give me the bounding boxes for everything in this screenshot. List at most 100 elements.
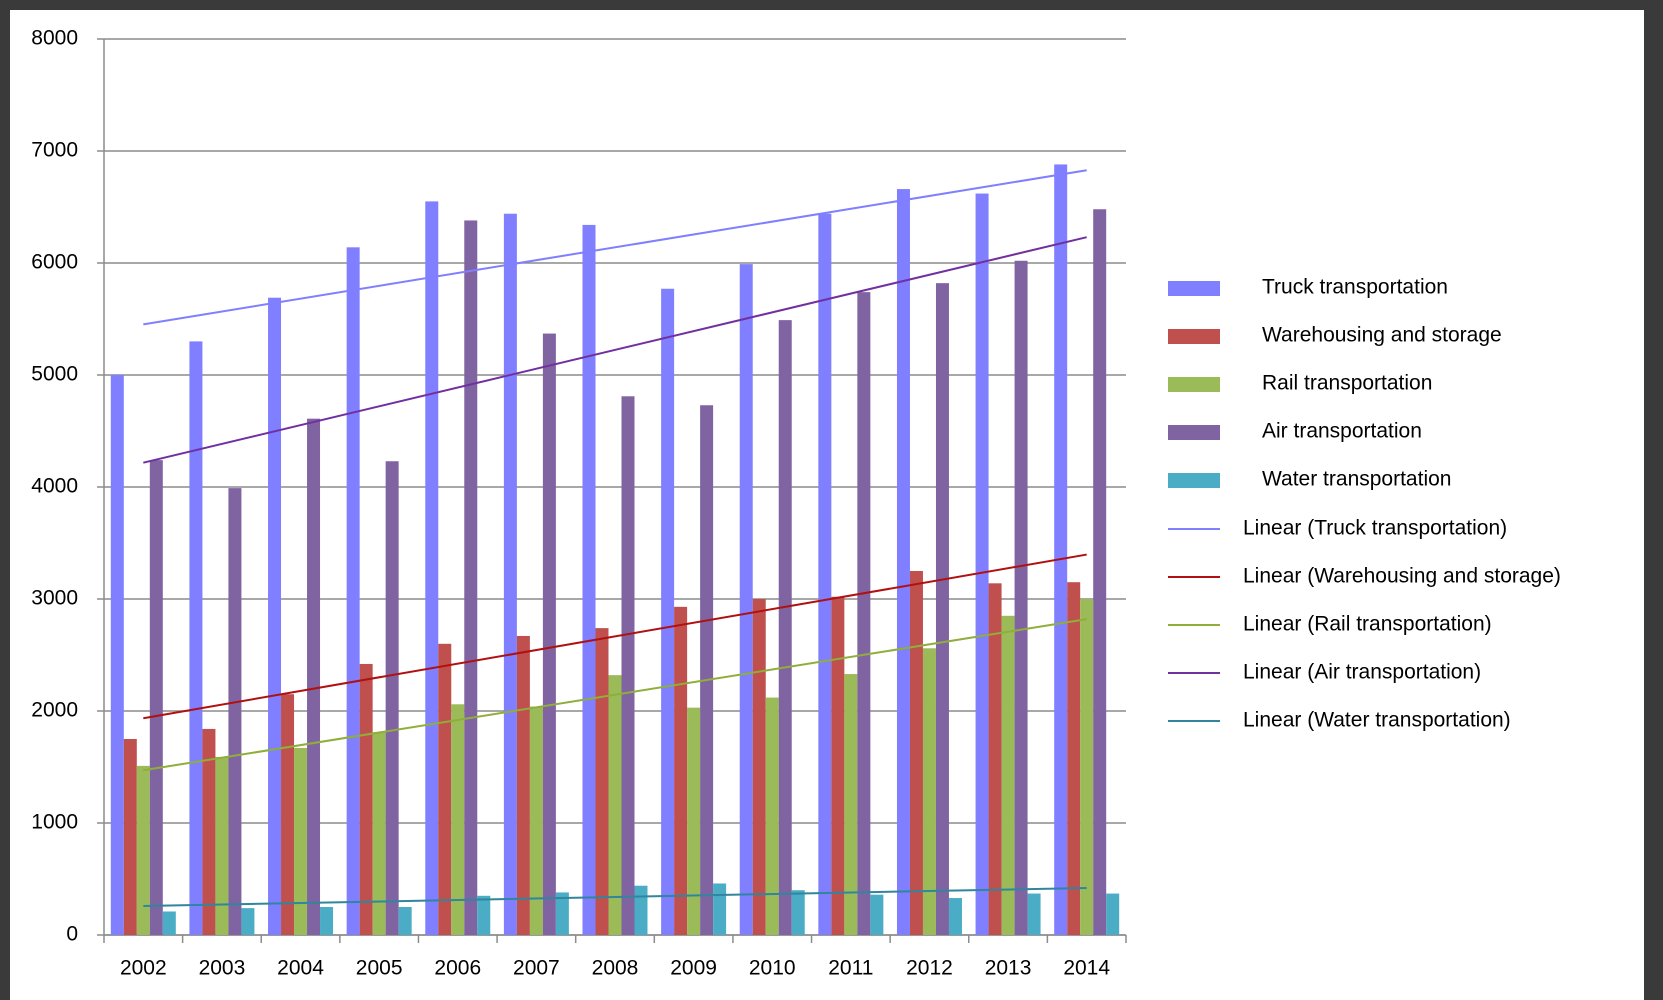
bar (215, 756, 229, 935)
bar (896, 189, 910, 935)
bar (778, 320, 792, 935)
bar (398, 907, 412, 935)
bar (1027, 893, 1041, 935)
y-tick-label: 3000 (31, 587, 78, 610)
bar (595, 628, 609, 935)
bar (988, 583, 1002, 935)
bar (765, 697, 779, 935)
x-tick-label: 2004 (277, 957, 324, 980)
bar (281, 694, 295, 935)
trendline (143, 236, 1087, 464)
bar (136, 765, 150, 935)
y-tick-label: 1000 (31, 811, 78, 834)
y-tick-label: 5000 (31, 363, 78, 386)
bar (870, 894, 884, 935)
bar (831, 596, 845, 935)
bar (189, 341, 203, 935)
bar (621, 396, 635, 935)
bar (1014, 260, 1028, 935)
legend-label: Air transportation (1262, 420, 1422, 443)
y-tick-label: 7000 (31, 139, 78, 162)
legend-label: Linear (Water transportation) (1243, 709, 1511, 732)
x-tick-label: 2006 (434, 957, 481, 980)
bar (503, 213, 517, 936)
bar (372, 732, 386, 935)
trendline (143, 169, 1087, 326)
bar (307, 418, 321, 935)
bar (975, 193, 989, 935)
bar (857, 292, 871, 935)
bar (477, 895, 491, 935)
x-tick-label: 2010 (749, 957, 796, 980)
bar (674, 606, 688, 935)
bar (529, 706, 543, 935)
x-tick-label: 2009 (670, 957, 717, 980)
bar (752, 599, 766, 935)
bar (149, 460, 163, 935)
bar (162, 911, 176, 935)
bar (241, 908, 255, 935)
bar (320, 907, 334, 935)
bar (935, 283, 949, 935)
legend-label: Linear (Warehousing and storage) (1243, 565, 1561, 588)
bar (661, 288, 675, 935)
bar (268, 297, 282, 936)
x-tick-label: 2003 (199, 957, 246, 980)
bar (1093, 209, 1107, 936)
legend-label: Truck transportation (1262, 276, 1448, 299)
legend-label: Rail transportation (1262, 372, 1432, 395)
y-tick-label: 6000 (31, 251, 78, 274)
legend-label: Water transportation (1262, 468, 1451, 491)
y-tick-label: 0 (66, 923, 78, 946)
bar (516, 635, 530, 935)
bar (464, 220, 478, 935)
bar (909, 571, 923, 935)
x-tick-label: 2012 (906, 957, 953, 980)
y-tick-label: 8000 (31, 27, 78, 50)
legend-label: Warehousing and storage (1262, 324, 1502, 347)
x-tick-label: 2013 (985, 957, 1032, 980)
legend-swatch (1168, 281, 1220, 296)
x-tick-label: 2011 (828, 957, 873, 980)
x-tick-label: 2008 (592, 957, 639, 980)
legend-swatch (1168, 473, 1220, 488)
bar (687, 707, 701, 935)
legend-label: Linear (Rail transportation) (1243, 613, 1492, 636)
x-tick-label: 2002 (120, 957, 167, 980)
y-tick-label: 2000 (31, 699, 78, 722)
bar (948, 898, 962, 935)
legend-swatch (1168, 329, 1220, 344)
trendline (143, 618, 1087, 772)
bar (818, 213, 832, 936)
bar (451, 704, 465, 935)
bar (110, 375, 124, 935)
bar (385, 461, 399, 935)
bar (713, 883, 727, 935)
bar (346, 247, 360, 935)
bar (542, 333, 556, 935)
bar (582, 224, 596, 936)
bar (608, 675, 622, 935)
bar (634, 885, 648, 935)
bar (1001, 615, 1015, 935)
bar (123, 739, 137, 935)
bar (1080, 599, 1094, 935)
bar (555, 892, 569, 935)
x-tick-label: 2005 (356, 957, 403, 980)
bar (844, 674, 858, 935)
bar (1106, 893, 1120, 935)
bar (228, 488, 242, 935)
bar (791, 890, 805, 935)
legend-label: Linear (Air transportation) (1243, 661, 1481, 684)
bar (202, 728, 216, 935)
x-tick-label: 2007 (513, 957, 560, 980)
x-tick-label: 2014 (1063, 957, 1110, 980)
trendline (143, 553, 1087, 720)
bar (922, 648, 936, 935)
y-tick-label: 4000 (31, 475, 78, 498)
bar (700, 405, 714, 935)
legend-swatch (1168, 425, 1220, 440)
trendline (143, 886, 1087, 908)
bar (359, 663, 373, 935)
